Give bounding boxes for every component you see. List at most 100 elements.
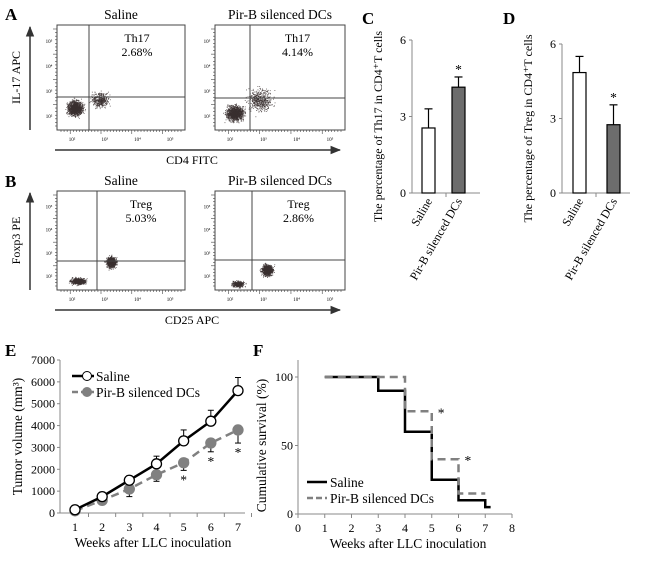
event-dot bbox=[100, 90, 102, 92]
event-dot bbox=[112, 264, 114, 266]
event-dot bbox=[77, 111, 78, 113]
event-dot bbox=[75, 112, 77, 114]
event-dot bbox=[268, 96, 270, 98]
event-dot bbox=[78, 280, 80, 282]
event-dot bbox=[274, 102, 276, 104]
event-dot bbox=[80, 109, 81, 111]
event-dot bbox=[234, 115, 236, 117]
event-dot bbox=[231, 118, 233, 120]
event-dot bbox=[252, 93, 254, 95]
event-dot bbox=[263, 94, 265, 96]
event-dot bbox=[253, 103, 254, 104]
event-dot bbox=[264, 98, 265, 100]
event-dot bbox=[238, 113, 240, 115]
event-dot bbox=[229, 111, 230, 113]
event-dot bbox=[237, 108, 239, 109]
y-tick-label: 10⁵ bbox=[46, 39, 53, 45]
event-dot bbox=[79, 111, 80, 113]
event-dot bbox=[114, 261, 115, 263]
event-dot bbox=[79, 283, 81, 285]
event-dot bbox=[264, 109, 266, 111]
event-dot bbox=[72, 284, 74, 285]
event-dot bbox=[255, 103, 257, 105]
event-dot bbox=[72, 100, 74, 101]
event-dot bbox=[77, 104, 79, 106]
event-dot bbox=[230, 112, 232, 114]
event-dot bbox=[262, 104, 264, 106]
event-dot bbox=[232, 114, 234, 116]
event-dot bbox=[108, 263, 110, 265]
event-dot bbox=[240, 116, 242, 118]
event-dot bbox=[103, 101, 105, 103]
event-dot bbox=[68, 112, 70, 114]
event-dot bbox=[69, 104, 71, 105]
event-dot bbox=[260, 98, 262, 99]
event-dot bbox=[67, 108, 69, 110]
event-dot bbox=[258, 95, 260, 97]
event-dot bbox=[75, 114, 77, 115]
event-dot bbox=[229, 114, 231, 116]
event-dot bbox=[82, 112, 84, 114]
event-dot bbox=[263, 90, 265, 92]
event-dot bbox=[96, 98, 98, 100]
event-dot bbox=[99, 102, 101, 104]
event-dot bbox=[258, 94, 260, 95]
event-dot bbox=[82, 111, 84, 113]
event-dot bbox=[104, 99, 106, 101]
event-dot bbox=[242, 118, 244, 120]
event-dot bbox=[96, 99, 98, 101]
event-dot bbox=[235, 105, 237, 107]
event-dot bbox=[79, 102, 81, 104]
plot-frame bbox=[214, 24, 346, 131]
event-dot bbox=[255, 102, 257, 104]
event-dot bbox=[262, 105, 264, 107]
event-dot bbox=[242, 111, 244, 113]
event-dot bbox=[69, 107, 71, 109]
event-dot bbox=[73, 284, 75, 285]
event-dot bbox=[76, 112, 78, 114]
event-dot bbox=[234, 118, 236, 120]
event-dot bbox=[266, 94, 268, 96]
event-dot bbox=[99, 107, 101, 108]
event-dot bbox=[76, 113, 78, 115]
event-dot bbox=[266, 95, 268, 97]
event-dot bbox=[102, 99, 103, 100]
event-dot bbox=[111, 258, 113, 259]
event-dot bbox=[113, 262, 115, 264]
event-dot bbox=[227, 114, 229, 116]
event-dot bbox=[75, 107, 77, 109]
event-dot bbox=[261, 103, 262, 104]
event-dot bbox=[259, 102, 261, 103]
event-dot bbox=[74, 283, 76, 284]
event-dot bbox=[226, 114, 228, 116]
event-dot bbox=[106, 261, 108, 263]
event-dot bbox=[113, 266, 115, 267]
event-dot bbox=[76, 282, 78, 284]
event-dot bbox=[113, 263, 115, 265]
event-dot bbox=[260, 88, 262, 90]
event-dot bbox=[234, 117, 236, 119]
event-dot bbox=[236, 105, 238, 107]
event-dot bbox=[112, 258, 114, 260]
event-dot bbox=[273, 98, 274, 100]
event-dot bbox=[113, 266, 114, 268]
event-dot bbox=[99, 105, 101, 107]
event-dot bbox=[233, 121, 235, 122]
event-dot bbox=[104, 97, 106, 99]
event-dot bbox=[242, 113, 243, 115]
event-dot bbox=[257, 104, 259, 106]
x-tick-label: 10⁴ bbox=[134, 137, 141, 143]
event-dot bbox=[104, 106, 106, 108]
event-dot bbox=[95, 100, 97, 101]
event-dot bbox=[73, 104, 74, 106]
event-dot bbox=[74, 110, 76, 112]
event-dot bbox=[233, 112, 235, 113]
event-dot bbox=[116, 259, 117, 260]
event-dot bbox=[72, 280, 74, 281]
event-dot bbox=[107, 99, 109, 100]
event-dot bbox=[241, 115, 243, 117]
event-dot bbox=[240, 118, 242, 120]
event-dot bbox=[110, 258, 112, 260]
event-dot bbox=[252, 103, 253, 105]
event-dot bbox=[74, 279, 76, 281]
